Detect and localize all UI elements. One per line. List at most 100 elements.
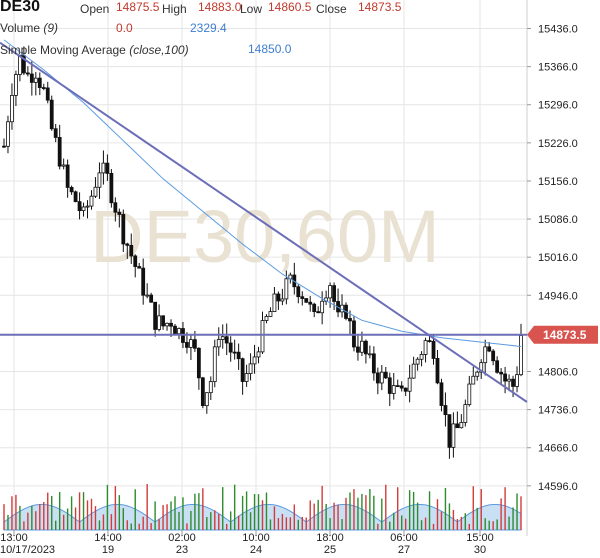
candle-body [471, 375, 476, 385]
candle-body [21, 55, 26, 74]
candle-body [216, 339, 221, 348]
x-tick-date: 25 [324, 544, 336, 556]
candle-body [371, 353, 376, 374]
candle-body [276, 293, 281, 302]
x-tick-date: 23 [176, 544, 188, 556]
candle-body [37, 77, 42, 88]
candle-body [189, 339, 193, 348]
x-tick-time: 14:00 [94, 532, 122, 544]
candle-body [61, 164, 66, 167]
candle-body [312, 303, 317, 313]
svg-text:14873.5: 14873.5 [543, 328, 587, 342]
candle-body [137, 266, 142, 269]
candle-body [260, 320, 265, 353]
candle-body [105, 162, 110, 174]
last-price-tag: 14873.5 [527, 325, 598, 344]
candle-body [220, 336, 225, 340]
candle-body [395, 385, 400, 387]
candle-body [455, 423, 460, 429]
candle-body [29, 73, 34, 83]
candle-body [280, 298, 285, 302]
candle-body [157, 315, 162, 330]
candle-body [507, 378, 511, 382]
candle-body [173, 325, 177, 335]
candle-body [232, 351, 237, 354]
candle-body [85, 205, 90, 208]
candle-body [383, 371, 388, 379]
x-tick-time: 10:00 [242, 532, 270, 544]
candle-body [121, 214, 126, 245]
y-tick-label: 15436.0 [538, 24, 578, 36]
candle-body [212, 346, 217, 382]
x-tick-date: 19 [102, 544, 114, 556]
candle-body [252, 356, 257, 365]
candle-body [419, 354, 424, 360]
x-tick-date: 27 [398, 544, 410, 556]
candle-body [399, 385, 404, 389]
candle-body [236, 351, 241, 360]
candle-body [93, 186, 98, 197]
candle-body [443, 405, 448, 416]
x-tick-time: 02:00 [168, 532, 196, 544]
candle-body [45, 87, 50, 101]
candle-body [145, 294, 150, 297]
candle-body [196, 347, 201, 379]
candle-body [459, 422, 464, 429]
candle-body [204, 392, 209, 407]
candle-body [487, 346, 492, 352]
candle-body [224, 336, 229, 344]
candle-body [97, 172, 102, 188]
candle-body [499, 371, 504, 375]
candle-body [379, 371, 384, 384]
y-tick-label: 14596.0 [538, 481, 578, 493]
candle-body [49, 99, 54, 130]
candle-body [109, 172, 114, 204]
candle-body [511, 378, 515, 387]
candle-body [53, 128, 58, 138]
candle-body [431, 340, 436, 359]
candle-body [18, 55, 22, 75]
candle-body [503, 373, 507, 382]
candle-body [320, 300, 325, 314]
candle-body [491, 350, 496, 362]
candle-body [264, 316, 269, 321]
candle-body [169, 322, 173, 327]
candle-body [300, 296, 305, 299]
candle-body [284, 278, 289, 300]
candle-body [89, 195, 94, 207]
candle-body [129, 244, 134, 257]
candle-body [256, 351, 261, 358]
candle-body [375, 372, 380, 384]
grid [0, 0, 528, 536]
candle-body [479, 362, 484, 373]
x-tick-date: 24 [250, 544, 262, 556]
candle-body [308, 301, 313, 305]
x-tick-date: 10/17/2023 [0, 544, 55, 556]
y-tick-label: 14946.0 [538, 290, 578, 302]
candle-body [177, 328, 181, 335]
candle-body [447, 414, 452, 448]
candle-body [81, 206, 86, 212]
candle-body [165, 322, 169, 327]
candle-body [141, 267, 146, 296]
candle-body [228, 342, 233, 353]
candle-body [101, 162, 106, 174]
price-axis: 15436.0 15366.0 15296.0 15226.0 15156.0 15086… [527, 24, 578, 493]
candle-body [467, 383, 472, 406]
candle-body [14, 74, 18, 96]
candle-body [2, 145, 6, 148]
x-tick-date: 30 [474, 544, 486, 556]
y-tick-label: 14806.0 [538, 367, 578, 379]
candle-body [65, 164, 70, 188]
candle-body [77, 201, 82, 212]
candle-body [200, 377, 205, 407]
candle-body [10, 95, 14, 123]
y-tick-label: 14666.0 [538, 443, 578, 455]
candle-body [415, 358, 420, 365]
candlestick-series [2, 46, 523, 459]
candle-body [332, 285, 336, 302]
candle-body [328, 285, 333, 299]
candle-body [185, 342, 189, 348]
